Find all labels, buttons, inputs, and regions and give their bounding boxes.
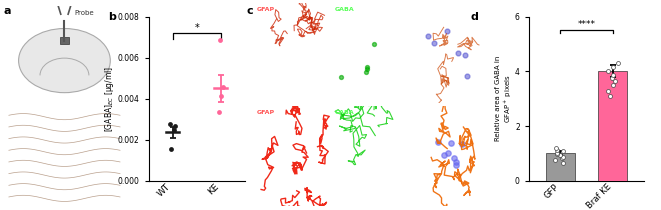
- Point: [607, 74, 618, 77]
- Point: [610, 79, 621, 83]
- Point: [557, 156, 567, 160]
- Point: [607, 83, 618, 87]
- Point: [552, 152, 563, 156]
- Point: [612, 62, 623, 65]
- Point: [551, 147, 561, 150]
- Point: [551, 148, 562, 152]
- Text: GFAP: GFAP: [256, 7, 274, 12]
- Point: [439, 153, 449, 156]
- Text: GABA: GABA: [335, 110, 355, 115]
- Y-axis label: [GABA]$_{EC}$ [µg/ml]: [GABA]$_{EC}$ [µg/ml]: [103, 66, 116, 132]
- Bar: [59, 37, 69, 44]
- Point: [449, 156, 459, 159]
- Point: [423, 35, 434, 38]
- Bar: [546, 153, 575, 181]
- Point: [558, 161, 568, 165]
- Text: a: a: [4, 6, 11, 16]
- Point: [214, 39, 225, 42]
- Text: c: c: [247, 6, 253, 16]
- Point: [442, 29, 453, 33]
- Point: [461, 75, 472, 78]
- Text: GFAP: GFAP: [256, 110, 274, 115]
- Text: GABA: GABA: [335, 7, 355, 12]
- Ellipse shape: [19, 29, 110, 93]
- Point: [603, 89, 613, 92]
- Point: [166, 147, 176, 151]
- Point: [555, 154, 566, 157]
- Point: [607, 76, 617, 80]
- Point: [442, 151, 453, 155]
- Point: [432, 140, 443, 144]
- Point: [361, 70, 371, 73]
- Text: *: *: [194, 22, 199, 33]
- Point: [169, 129, 179, 132]
- Point: [552, 151, 563, 154]
- Point: [453, 51, 463, 54]
- Point: [604, 94, 615, 98]
- Point: [451, 160, 461, 164]
- Point: [214, 110, 224, 114]
- Text: b: b: [108, 12, 116, 22]
- Text: Probe: Probe: [74, 10, 94, 16]
- Point: [165, 123, 176, 126]
- Point: [446, 141, 457, 144]
- Text: d: d: [471, 12, 479, 22]
- Point: [451, 164, 462, 167]
- Point: [362, 65, 372, 68]
- Point: [558, 155, 568, 158]
- Point: [170, 125, 180, 128]
- Point: [550, 158, 561, 162]
- Y-axis label: Relative area of GABA in
GFAP$^+$ pixels: Relative area of GABA in GFAP$^+$ pixels: [494, 56, 514, 141]
- Text: MERGE: MERGE: [414, 110, 439, 115]
- Point: [362, 67, 372, 71]
- Point: [558, 150, 568, 153]
- Point: [217, 86, 228, 89]
- Point: [429, 41, 440, 45]
- Text: ****: ****: [578, 20, 596, 29]
- Point: [603, 70, 613, 73]
- Point: [607, 66, 618, 69]
- Point: [369, 42, 379, 45]
- Point: [460, 54, 471, 57]
- Point: [336, 75, 346, 78]
- Point: [457, 142, 467, 146]
- Bar: [598, 71, 627, 181]
- Point: [215, 94, 226, 97]
- Text: MERGE: MERGE: [414, 7, 439, 12]
